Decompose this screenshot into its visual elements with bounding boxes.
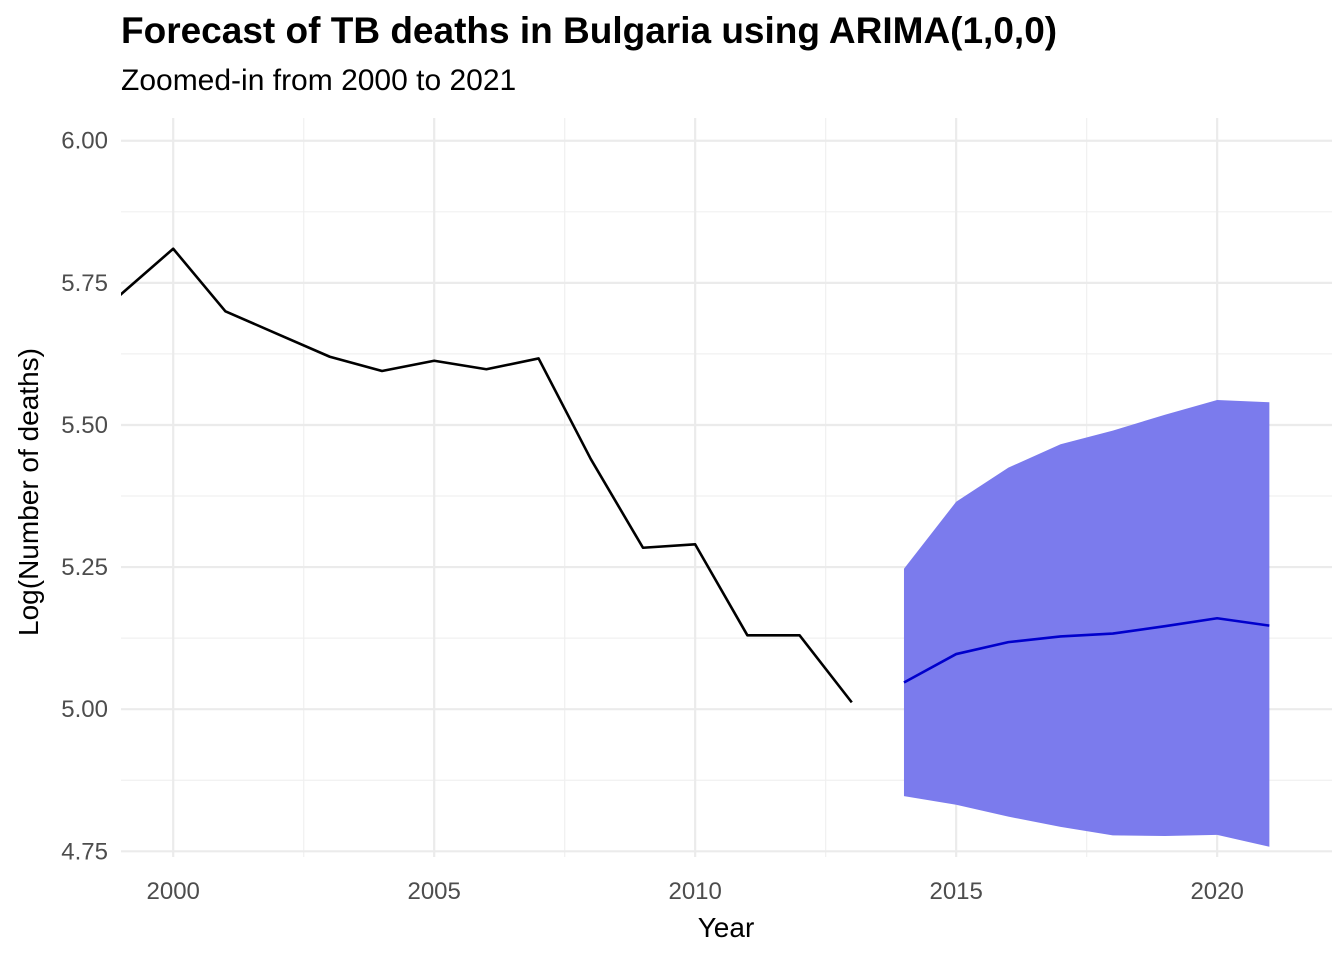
forecast-interval-band xyxy=(903,399,1270,847)
x-tick-label: 2005 xyxy=(407,878,460,905)
series-lines xyxy=(121,247,1270,704)
x-axis-title: Year xyxy=(698,912,755,943)
confidence-bands xyxy=(903,399,1270,847)
y-tick-label: 4.75 xyxy=(61,838,108,865)
x-tick-label: 2015 xyxy=(929,878,982,905)
y-tick-label: 5.25 xyxy=(61,554,108,581)
chart-subtitle: Zoomed-in from 2000 to 2021 xyxy=(121,64,517,97)
forecast-series-line xyxy=(903,616,1270,684)
y-tick-label: 5.50 xyxy=(61,412,108,439)
y-tick-label: 6.00 xyxy=(61,128,108,155)
chart-title: Forecast of TB deaths in Bulgaria using … xyxy=(121,10,1058,51)
x-tick-label: 2000 xyxy=(147,878,200,905)
y-tick-label: 5.75 xyxy=(61,270,108,297)
y-tick-label: 5.00 xyxy=(61,696,108,723)
observed-series-line xyxy=(121,247,853,704)
y-tick-labels: 4.75 5.00 5.25 5.50 5.75 6.00 xyxy=(61,128,108,866)
x-tick-label: 2010 xyxy=(668,878,721,905)
y-axis-title: Log(Number of deaths) xyxy=(13,348,44,636)
x-tick-labels: 2000 2005 2010 2015 2020 xyxy=(147,878,1244,905)
x-tick-label: 2020 xyxy=(1190,878,1243,905)
